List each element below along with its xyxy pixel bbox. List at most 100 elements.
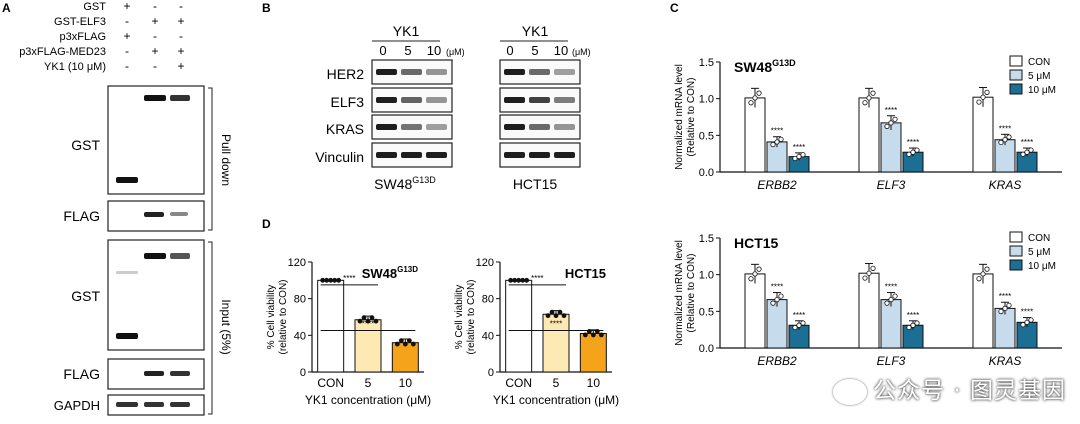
data-point	[774, 139, 780, 145]
significance-stars: ****	[362, 320, 374, 329]
band	[426, 69, 447, 75]
data-point	[1024, 149, 1030, 155]
data-point	[884, 300, 890, 306]
chart-title: SW48G13D	[734, 58, 796, 75]
data-point	[1002, 305, 1008, 311]
chart-title: HCT15	[734, 235, 779, 251]
side-label-pulldown: Pull down	[219, 134, 233, 186]
significance-stars: ****	[771, 283, 783, 292]
significance-stars: ****	[771, 127, 783, 136]
data-point	[369, 315, 375, 321]
data-point	[998, 308, 1004, 315]
band	[376, 97, 397, 103]
bar	[744, 273, 766, 349]
chart-mrna-hct15: HCT15 Normalized mRNA level(Relative to C…	[674, 231, 1062, 368]
y-axis-label-line: Normalized mRNA level	[674, 240, 685, 346]
data-point	[892, 116, 898, 122]
data-point	[1028, 317, 1034, 323]
bar	[880, 299, 902, 349]
data-point	[914, 147, 920, 153]
band	[529, 124, 550, 130]
bracket-input	[208, 241, 213, 415]
data-point	[561, 313, 567, 319]
chart-title-sup: G13D	[397, 265, 418, 274]
data-point	[862, 275, 868, 281]
panel-a-pulldown: GST + - -GST-ELF3- + +p3xFLAG + - -p3xFLAG-MED23…	[19, 0, 233, 416]
watermark: 公众号 · 图灵基因	[833, 371, 1066, 405]
x-tick-label: ELF3	[877, 178, 906, 192]
data-point	[590, 332, 596, 338]
y-tick-label: 0.0	[699, 343, 714, 355]
data-point	[976, 276, 982, 282]
x-tick-label: 10	[399, 376, 413, 390]
band	[170, 95, 190, 101]
y-axis-label: Normalized mRNA level(Relative to CON)	[674, 64, 697, 170]
legend-label: 5 μM	[1028, 247, 1050, 258]
data-point	[778, 293, 784, 299]
panel-label-a: A	[2, 1, 11, 15]
data-point	[748, 100, 754, 106]
data-point	[800, 152, 806, 158]
legend-swatch	[1009, 55, 1023, 67]
x-tick-label: 5	[365, 376, 372, 390]
condition-mark: +	[151, 14, 158, 28]
bar	[880, 122, 902, 173]
condition-label: YK1 (10 μM)	[44, 61, 106, 73]
y-tick-label: 40	[482, 330, 494, 342]
data-point	[594, 329, 600, 334]
band	[401, 152, 422, 158]
data-point	[365, 318, 371, 324]
chart-title: SW48G13D	[362, 265, 419, 281]
band	[376, 152, 397, 158]
condition-mark: -	[153, 0, 157, 13]
band	[170, 212, 188, 216]
blot-label: GST	[71, 137, 100, 153]
dose-unit: (μM)	[446, 47, 465, 57]
data-point	[524, 277, 530, 283]
data-point	[998, 139, 1004, 146]
cell-line-label: SW48G13D	[374, 175, 436, 192]
row-label: Vinculin	[315, 149, 364, 165]
band	[144, 402, 164, 407]
bar	[744, 97, 766, 173]
row-label: HER2	[327, 66, 365, 82]
band	[426, 97, 447, 103]
band	[554, 97, 575, 103]
y-axis-label-line: % Cell viability	[266, 285, 277, 349]
band	[170, 371, 190, 376]
significance-stars: ****	[343, 274, 355, 283]
panel-b-blots	[371, 59, 581, 168]
condition-label: p3xFLAG	[60, 31, 106, 43]
significance-stars: ****	[531, 274, 543, 283]
data-point	[357, 318, 363, 324]
data-point	[1024, 319, 1030, 325]
side-label-input: Input (5%)	[219, 299, 233, 354]
y-tick-label: 0	[488, 367, 494, 379]
significance-stars: ****	[550, 320, 562, 329]
x-tick-label: KRAS	[989, 178, 1022, 192]
data-point	[866, 270, 872, 276]
bar	[317, 279, 345, 373]
data-point	[553, 313, 559, 319]
blot-label: GAPDH	[54, 398, 100, 413]
band	[144, 253, 166, 259]
data-point	[870, 265, 876, 271]
significance-stars: ****	[999, 124, 1011, 133]
data-point	[866, 95, 872, 101]
y-tick-label: 1.5	[699, 57, 714, 69]
x-tick-label: ERBB2	[757, 178, 797, 192]
x-tick-label: ERBB2	[757, 354, 797, 368]
chart-title-text: HCT15	[565, 266, 606, 281]
data-point	[862, 100, 868, 106]
significance-stars: ****	[999, 292, 1011, 301]
condition-label: p3xFLAG-MED23	[19, 46, 106, 58]
condition-mark: +	[177, 59, 184, 73]
y-axis-label-line: % Cell viability	[454, 285, 465, 349]
band	[144, 212, 164, 217]
legend-label: CON	[1028, 57, 1050, 68]
legend-label: 10 μM	[1028, 261, 1056, 272]
data-point	[770, 141, 776, 148]
x-axis-label: YK1 concentration (μM)	[305, 393, 431, 407]
bar	[579, 333, 607, 373]
band	[504, 97, 525, 103]
